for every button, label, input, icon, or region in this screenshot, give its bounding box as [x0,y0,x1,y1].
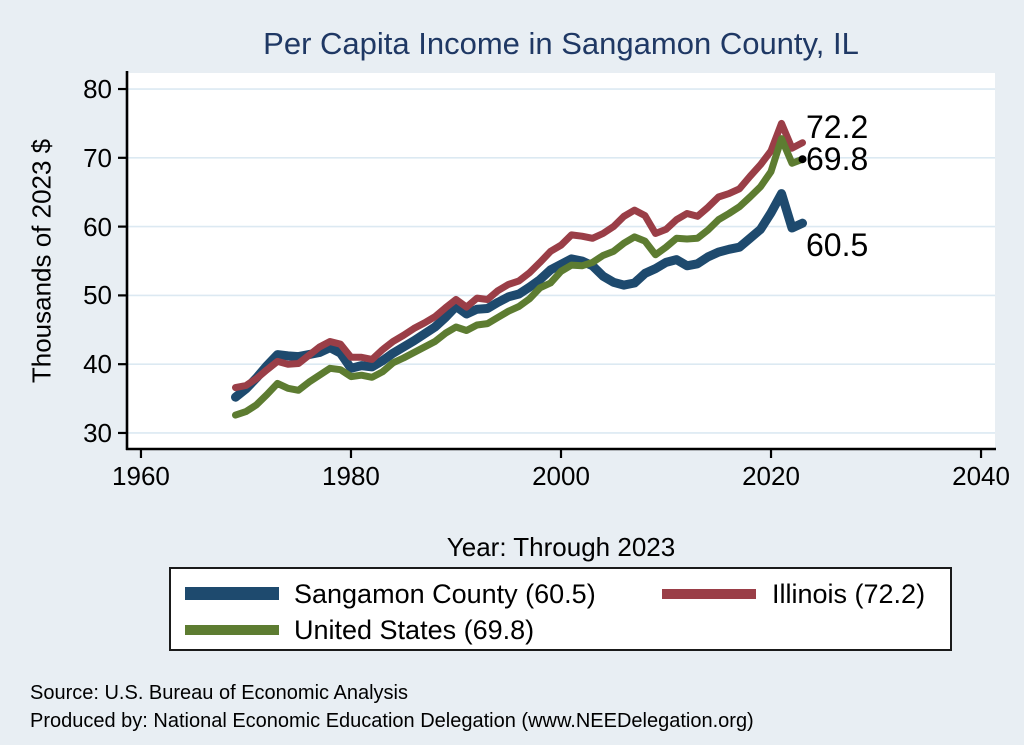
y-tick-label: 50 [83,280,112,311]
end-value-label-sangamon-county: 60.5 [806,227,869,264]
series-line-illinois [232,119,806,392]
x-axis-title: Year: Through 2023 [446,532,676,562]
y-tick-label: 70 [83,142,112,173]
legend-swatch-united-states [185,625,279,635]
y-tick-label: 80 [83,74,112,105]
legend-box: Sangamon County (60.5) Illinois (72.2) U… [169,567,952,651]
legend-label-united-states: United States (69.8) [294,615,535,645]
y-tick-label: 40 [83,349,112,380]
x-tick-label: 2040 [952,461,1010,491]
x-tick-label: 2020 [742,461,800,491]
legend-swatch-sangamon-county [185,587,279,600]
series-line-united-states [232,135,806,419]
legend-label-sangamon-county: Sangamon County (60.5) [294,579,596,609]
y-tick-label: 30 [83,417,112,448]
legend-swatch-illinois [662,589,756,599]
chart-title: Per Capita Income in Sangamon County, IL [263,26,859,61]
x-tick-label: 1960 [112,461,170,491]
footer-produced: Produced by: National Economic Education… [30,710,754,732]
series-line-sangamon-county [231,189,807,402]
x-tick-label: 1980 [322,461,380,491]
footer-source: Source: U.S. Bureau of Economic Analysis [30,682,408,704]
y-axis-title: Thousands of 2023 $ [26,138,57,384]
legend-label-illinois: Illinois (72.2) [772,579,926,609]
x-tick-label: 2000 [532,461,590,491]
end-point-marker-united-states [798,155,807,164]
end-value-label-united-states: 69.8 [806,141,869,178]
y-tick-label: 60 [83,211,112,242]
end-value-label-illinois: 72.2 [806,108,869,145]
